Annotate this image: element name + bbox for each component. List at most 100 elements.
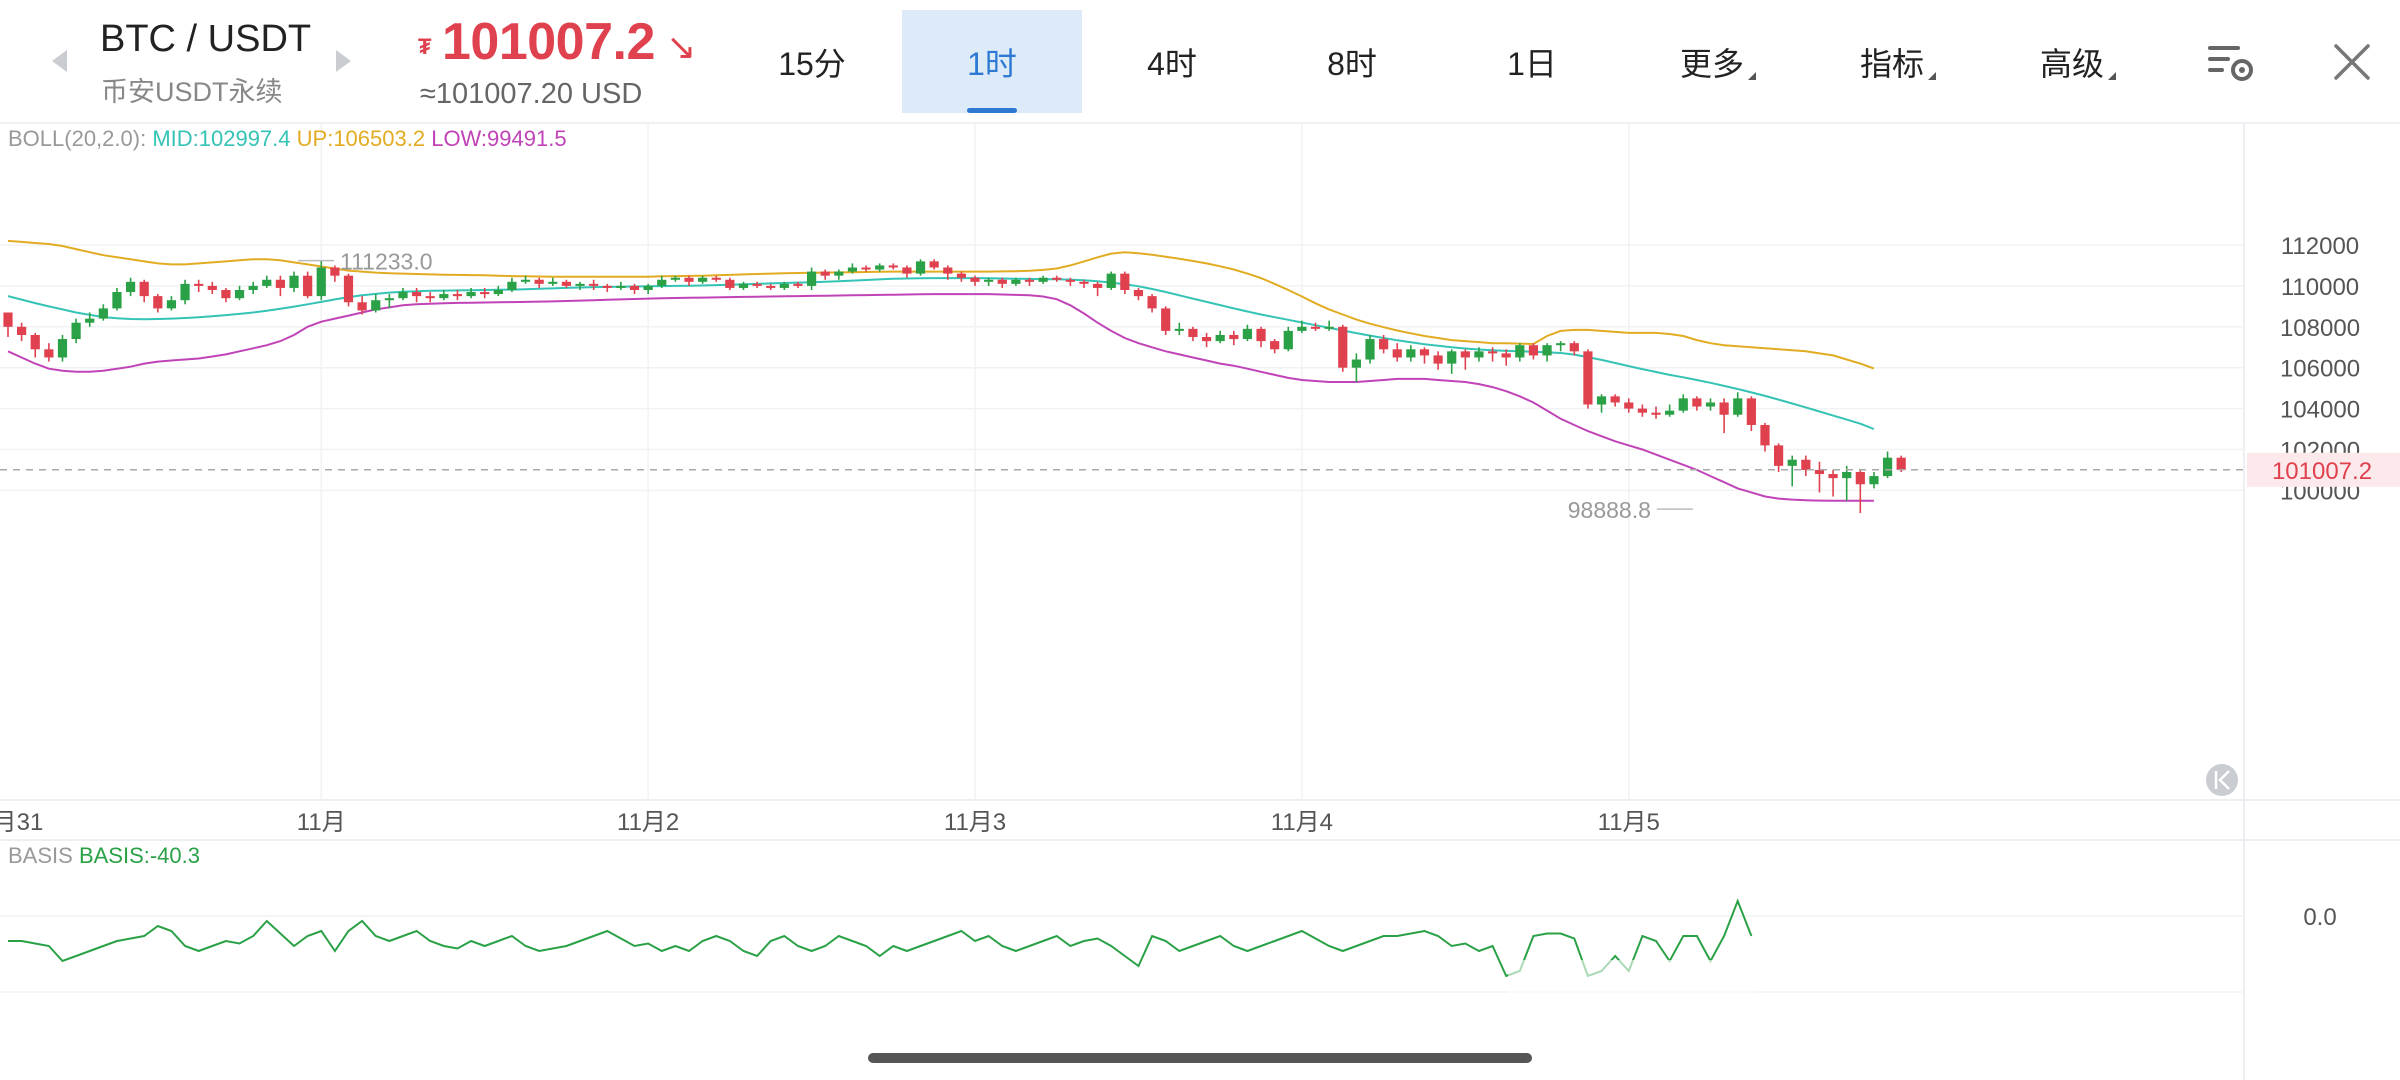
candle-body: [153, 296, 163, 309]
candle: [1719, 398, 1729, 434]
tab-4h[interactable]: 4时: [1082, 10, 1262, 113]
candle: [1665, 404, 1675, 417]
candle: [643, 283, 653, 295]
candle: [221, 287, 231, 303]
candle: [1338, 324, 1348, 372]
candle: [548, 277, 558, 286]
time-tick-label: 11月4: [1271, 809, 1333, 836]
chart-settings-icon[interactable]: [2206, 40, 2256, 84]
candlestick-chart[interactable]: 1000001020001040001060001080001100001120…: [0, 124, 2400, 1080]
candle: [1093, 281, 1103, 297]
candle: [1487, 347, 1498, 362]
tab-15m[interactable]: 15分: [722, 10, 902, 113]
price-currency-symbol: ₮: [418, 34, 432, 59]
tab-more[interactable]: 更多: [1622, 10, 1802, 113]
candle-body: [112, 292, 122, 309]
tab-indicators[interactable]: 指标: [1802, 10, 1982, 113]
candle-body: [1120, 273, 1130, 290]
tab-1h[interactable]: 1时: [902, 10, 1082, 113]
candle-body: [125, 281, 136, 293]
candle-body: [275, 279, 285, 288]
candle-body: [1542, 345, 1552, 356]
boll-upper-line: [7, 239, 1875, 370]
candle: [1705, 398, 1716, 411]
scroll-to-latest-icon[interactable]: [2206, 764, 2238, 796]
candle: [902, 265, 912, 278]
candle: [915, 259, 926, 276]
candle: [480, 287, 490, 299]
candle-body: [657, 279, 667, 286]
candle-body: [1106, 273, 1116, 288]
next-symbol-arrow-icon[interactable]: [336, 50, 351, 72]
boll-mid-value: MID:102997.4: [152, 126, 291, 151]
candle: [1528, 343, 1539, 360]
candle: [1774, 443, 1784, 472]
boll-low-value: LOW:99491.5: [431, 126, 567, 151]
candle-body: [248, 285, 258, 290]
candle: [1351, 353, 1361, 383]
basis-value: BASIS:-40.3: [78, 843, 201, 868]
candle: [875, 263, 885, 272]
tab-8h[interactable]: 8时: [1262, 10, 1442, 113]
candle: [289, 271, 299, 293]
candle: [44, 343, 54, 362]
candle-body: [207, 285, 217, 290]
price-tick-label: 104000: [2280, 397, 2360, 424]
candle: [112, 287, 122, 311]
candle-body: [820, 271, 830, 276]
candle-body: [1093, 283, 1103, 288]
tab-1d[interactable]: 1日: [1442, 10, 1622, 113]
candle: [1215, 330, 1225, 344]
candle-body: [806, 271, 817, 286]
candle-body: [1665, 410, 1675, 415]
candle-body: [303, 275, 313, 297]
candle-body: [1528, 345, 1539, 356]
candle-body: [425, 296, 435, 299]
candle-body: [1351, 359, 1361, 368]
candle: [425, 292, 435, 303]
price-usd-equivalent: ≈101007.20 USD: [420, 78, 643, 110]
candle: [85, 312, 95, 327]
candle-body: [861, 267, 871, 270]
candle-body: [602, 285, 612, 288]
candle-body: [847, 267, 858, 272]
candle-body: [1392, 349, 1402, 358]
candle: [1120, 271, 1130, 295]
close-icon[interactable]: [2330, 40, 2374, 84]
candle-body: [1842, 471, 1852, 479]
symbol-name[interactable]: BTC / USDT: [100, 18, 312, 60]
candle-body: [1760, 424, 1770, 446]
active-tab-indicator: [967, 108, 1017, 113]
candle: [303, 271, 313, 299]
candle: [1882, 451, 1893, 479]
candle-body: [139, 281, 149, 297]
candle: [1229, 330, 1239, 346]
market-name: 币安USDT永续: [101, 77, 283, 107]
candle: [997, 277, 1007, 288]
tab-label: 8时: [1327, 45, 1377, 82]
candle: [1596, 394, 1607, 413]
candle-body: [466, 292, 476, 297]
candle-body: [1433, 355, 1443, 364]
candle-body: [1379, 339, 1389, 350]
candle: [57, 334, 68, 362]
basis-name: BASIS: [8, 843, 73, 868]
candle: [929, 259, 939, 270]
candle-body: [412, 292, 422, 297]
candle: [1174, 322, 1184, 335]
candle: [194, 279, 204, 293]
candle: [1433, 351, 1443, 370]
tab-advanced[interactable]: 高级: [1982, 10, 2162, 113]
basis-panel: 0.0: [0, 898, 2337, 1035]
boll-legend: BOLL(20,2.0): MID:102997.4 UP:106503.2 L…: [8, 126, 567, 152]
previous-symbol-arrow-icon[interactable]: [52, 50, 67, 72]
candle-body: [371, 300, 381, 311]
candle-series: [3, 259, 1906, 514]
time-tick-label: 月31: [0, 809, 43, 836]
candle: [139, 279, 149, 303]
candle: [888, 263, 898, 270]
candle-body: [439, 294, 449, 299]
candle: [1242, 324, 1253, 342]
candle: [616, 281, 626, 290]
candle: [1079, 279, 1089, 288]
